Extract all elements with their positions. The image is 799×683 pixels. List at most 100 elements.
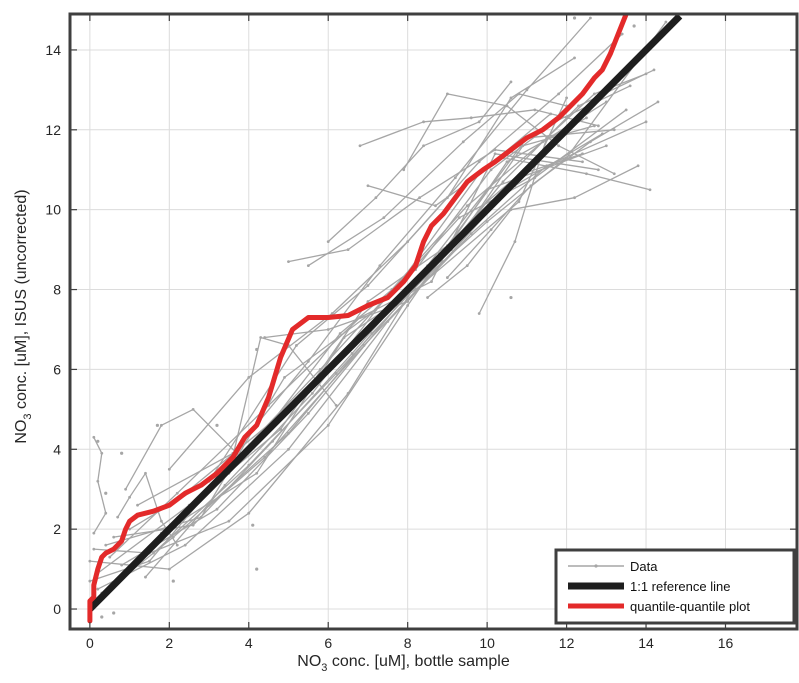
- data-point: [326, 423, 330, 427]
- data-point: [370, 332, 374, 335]
- data-point: [167, 467, 171, 471]
- data-point: [525, 88, 529, 92]
- data-point: [533, 108, 537, 112]
- data-point: [596, 168, 600, 172]
- data-point: [159, 519, 163, 523]
- data-point: [96, 439, 100, 443]
- data-point: [572, 16, 577, 20]
- data-point: [251, 523, 255, 527]
- data-point: [191, 407, 195, 411]
- data-profile-line: [125, 408, 242, 490]
- data-point: [573, 56, 576, 60]
- data-point: [215, 423, 219, 427]
- data-point: [310, 391, 314, 395]
- data-point: [124, 487, 128, 491]
- x-tick-label: 10: [479, 635, 495, 651]
- data-point: [453, 176, 457, 180]
- data-point: [592, 92, 596, 96]
- data-point: [461, 140, 465, 144]
- data-point: [112, 611, 116, 615]
- data-point: [287, 260, 290, 263]
- data-point: [215, 507, 219, 511]
- data-point: [469, 116, 473, 120]
- data-point: [171, 579, 175, 583]
- data-point: [346, 391, 350, 395]
- x-tick-label: 2: [165, 635, 173, 651]
- data-point: [116, 515, 120, 519]
- data-point: [346, 248, 350, 252]
- data-point: [581, 152, 584, 156]
- data-point: [664, 20, 668, 24]
- data-point: [589, 16, 592, 20]
- data-point: [96, 479, 100, 483]
- y-axis-label: NO3 conc. [uM], ISUS (uncorrected): [13, 189, 34, 443]
- x-tick-label: 4: [245, 635, 253, 651]
- data-point: [112, 535, 116, 539]
- data-point: [334, 372, 338, 375]
- data-point: [505, 160, 509, 164]
- data-point: [434, 204, 437, 208]
- data-point: [517, 92, 521, 96]
- y-tick-label: 8: [53, 282, 61, 298]
- data-profile-line: [208, 125, 595, 506]
- data-point: [128, 495, 131, 499]
- y-axis-label-subscript: 3: [22, 413, 34, 419]
- data-point: [374, 196, 378, 200]
- data-point: [612, 172, 616, 176]
- data-point: [104, 543, 108, 547]
- data-point: [306, 264, 310, 267]
- data-point: [636, 164, 640, 168]
- data-point: [191, 523, 195, 527]
- data-point: [326, 240, 330, 244]
- data-point: [378, 264, 382, 267]
- data-point: [446, 276, 449, 279]
- data-point: [247, 463, 251, 467]
- axes-box: [68, 12, 799, 631]
- data-point: [585, 172, 588, 176]
- data-point: [469, 232, 473, 236]
- data-point: [624, 108, 628, 112]
- data-point: [489, 168, 493, 172]
- data-point: [465, 204, 469, 208]
- data-point: [585, 116, 588, 120]
- data-point: [517, 200, 521, 204]
- data-point: [493, 152, 497, 156]
- data-point: [263, 455, 267, 459]
- y-tick-label: 2: [53, 521, 61, 537]
- y-tick-label: 0: [53, 601, 61, 617]
- x-tick-label: 12: [559, 635, 575, 651]
- data-point: [612, 128, 616, 132]
- data-point: [100, 451, 104, 455]
- data-point: [247, 376, 251, 379]
- data-point: [577, 104, 580, 108]
- data-point: [366, 184, 370, 188]
- data-point: [255, 347, 259, 352]
- data-point: [557, 144, 561, 148]
- data-profile-line: [228, 336, 337, 474]
- data-point: [306, 360, 310, 363]
- plot-area: [87, 14, 683, 624]
- data-point: [465, 264, 469, 267]
- data-point: [477, 120, 481, 124]
- data-point: [183, 543, 187, 547]
- data-point: [644, 120, 648, 124]
- legend-label-reference: 1:1 reference line: [630, 579, 730, 594]
- data-point: [545, 136, 549, 140]
- y-tick-label: 4: [53, 441, 61, 457]
- data-point: [457, 216, 461, 220]
- data-point: [100, 615, 104, 619]
- data-point: [223, 483, 227, 487]
- y-axis-label-rest: conc. [uM], ISUS (uncorrected): [13, 189, 30, 413]
- data-point: [175, 491, 179, 495]
- x-tick-label: 16: [718, 635, 734, 651]
- reference-line-1to1: [87, 14, 683, 612]
- data-point: [295, 344, 298, 347]
- data-point: [247, 511, 251, 515]
- legend: Data 1:1 reference line quantile-quantil…: [554, 548, 796, 625]
- data-point: [604, 144, 608, 148]
- data-point: [565, 96, 568, 100]
- data-point: [430, 280, 433, 283]
- data-point: [644, 72, 648, 76]
- legend-swatch-data-marker: [594, 564, 598, 568]
- data-point: [318, 368, 322, 371]
